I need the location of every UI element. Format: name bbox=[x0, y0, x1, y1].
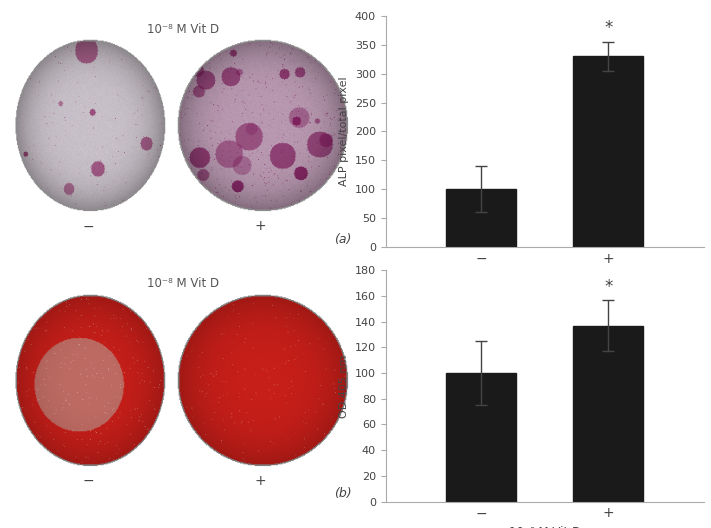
Text: *: * bbox=[604, 19, 613, 37]
Y-axis label: OD 405 nm: OD 405 nm bbox=[339, 354, 349, 418]
Y-axis label: ALP pixel/total pixel: ALP pixel/total pixel bbox=[339, 77, 349, 186]
Text: (b): (b) bbox=[334, 487, 352, 501]
Text: +: + bbox=[255, 474, 266, 488]
Bar bbox=[446, 373, 516, 502]
Bar bbox=[573, 326, 643, 502]
Text: −: − bbox=[82, 220, 94, 233]
Bar bbox=[573, 56, 643, 247]
Text: *: * bbox=[604, 278, 613, 296]
Text: 10⁻⁸ M Vit D: 10⁻⁸ M Vit D bbox=[147, 23, 219, 36]
X-axis label: 10⁻⁸ M Vit D: 10⁻⁸ M Vit D bbox=[508, 271, 581, 285]
Bar bbox=[446, 190, 516, 247]
Text: (a): (a) bbox=[334, 233, 352, 246]
Text: −: − bbox=[82, 474, 94, 488]
X-axis label: 10⁻⁸ M Vit D: 10⁻⁸ M Vit D bbox=[508, 526, 581, 528]
Text: +: + bbox=[255, 220, 266, 233]
Text: 10⁻⁸ M Vit D: 10⁻⁸ M Vit D bbox=[147, 277, 219, 290]
